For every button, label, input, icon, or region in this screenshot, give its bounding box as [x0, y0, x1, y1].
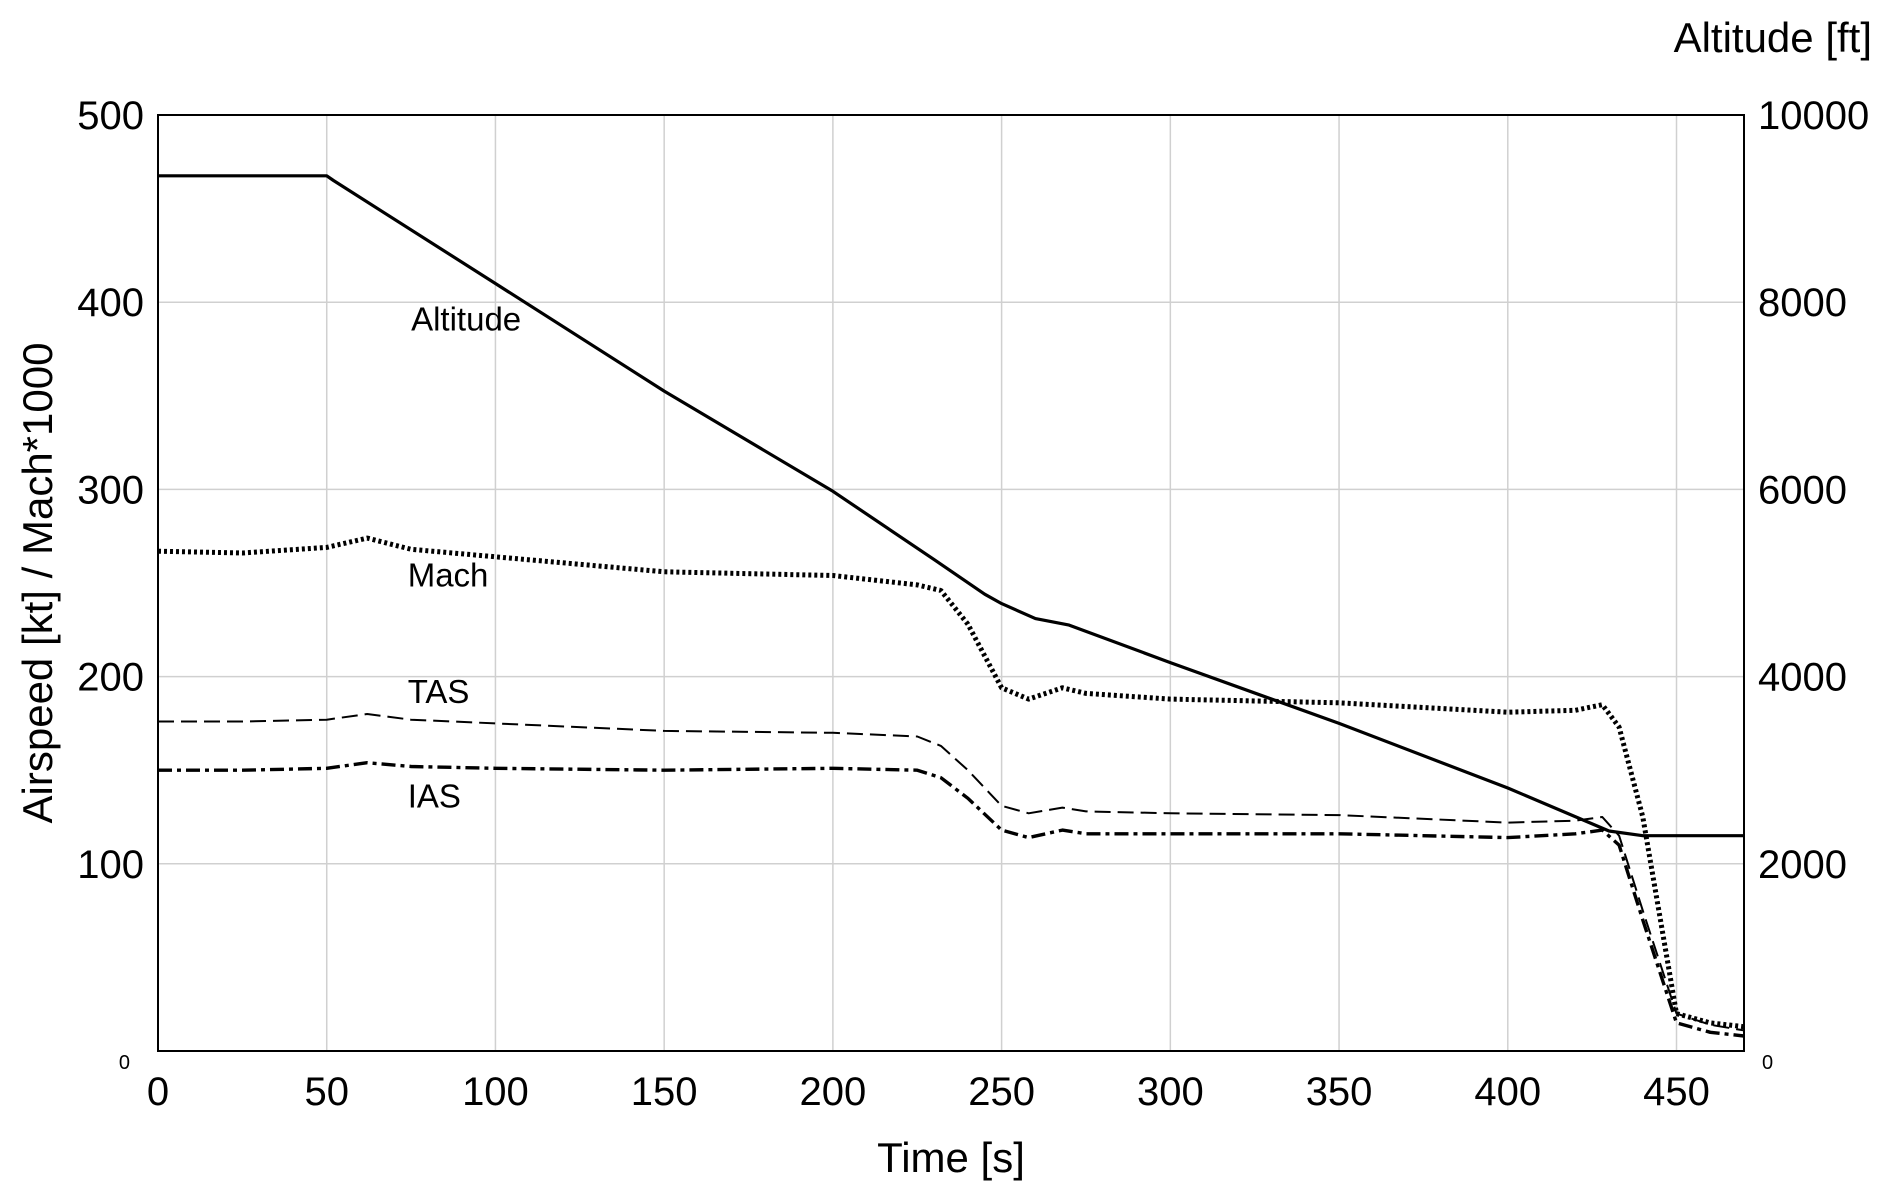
tick-group: 0 50 100 150 200 250 300 350 400 450 100 200 300 400 5… — [77, 94, 1869, 1114]
y2-tick-label-4000: 4000 — [1758, 656, 1847, 700]
series-line-ias — [158, 761, 1745, 1038]
series-line-altitude — [158, 174, 1744, 838]
y-tick-label-500: 500 — [77, 94, 144, 138]
label-group: Altitude Mach TAS IAS — [408, 300, 521, 814]
x-tick-label-0: 0 — [147, 1070, 169, 1114]
y2-tick-label-6000: 6000 — [1758, 468, 1847, 512]
x-tick-label-50: 50 — [304, 1070, 349, 1114]
series-label-mach: Mach — [408, 557, 489, 594]
series-label-tas: TAS — [408, 673, 470, 710]
x-tick-label-150: 150 — [631, 1070, 698, 1114]
series-line-tas — [158, 713, 1745, 1032]
y-tick-label-0: 0 — [119, 1052, 130, 1074]
y2-axis-title: Altitude [ft] — [1674, 14, 1872, 61]
series-group — [157, 174, 1745, 1038]
y2-tick-label-10000: 10000 — [1758, 94, 1869, 138]
y-axis-title: Airspeed [kt] / Mach*1000 — [14, 343, 61, 824]
x-tick-label-250: 250 — [968, 1070, 1035, 1114]
x-tick-label-350: 350 — [1306, 1070, 1373, 1114]
y2-tick-label-0: 0 — [1762, 1052, 1773, 1074]
x-tick-label-450: 450 — [1643, 1070, 1710, 1114]
grid — [158, 115, 1744, 1051]
y-tick-label-200: 200 — [77, 656, 144, 700]
series-label-ias: IAS — [408, 778, 461, 815]
series-label-altitude: Altitude — [411, 300, 521, 337]
y-tick-label-100: 100 — [77, 843, 144, 887]
x-tick-label-100: 100 — [462, 1070, 529, 1114]
y2-tick-label-2000: 2000 — [1758, 843, 1847, 887]
x-tick-label-300: 300 — [1137, 1070, 1204, 1114]
y-tick-label-300: 300 — [77, 468, 144, 512]
y2-tick-label-8000: 8000 — [1758, 281, 1847, 325]
y-tick-label-400: 400 — [77, 281, 144, 325]
plot-frame — [157, 114, 1745, 1052]
x-tick-label-200: 200 — [800, 1070, 867, 1114]
series-line-mach — [157, 535, 1745, 1030]
x-axis-title: Time [s] — [877, 1134, 1025, 1181]
x-tick-label-400: 400 — [1474, 1070, 1541, 1114]
